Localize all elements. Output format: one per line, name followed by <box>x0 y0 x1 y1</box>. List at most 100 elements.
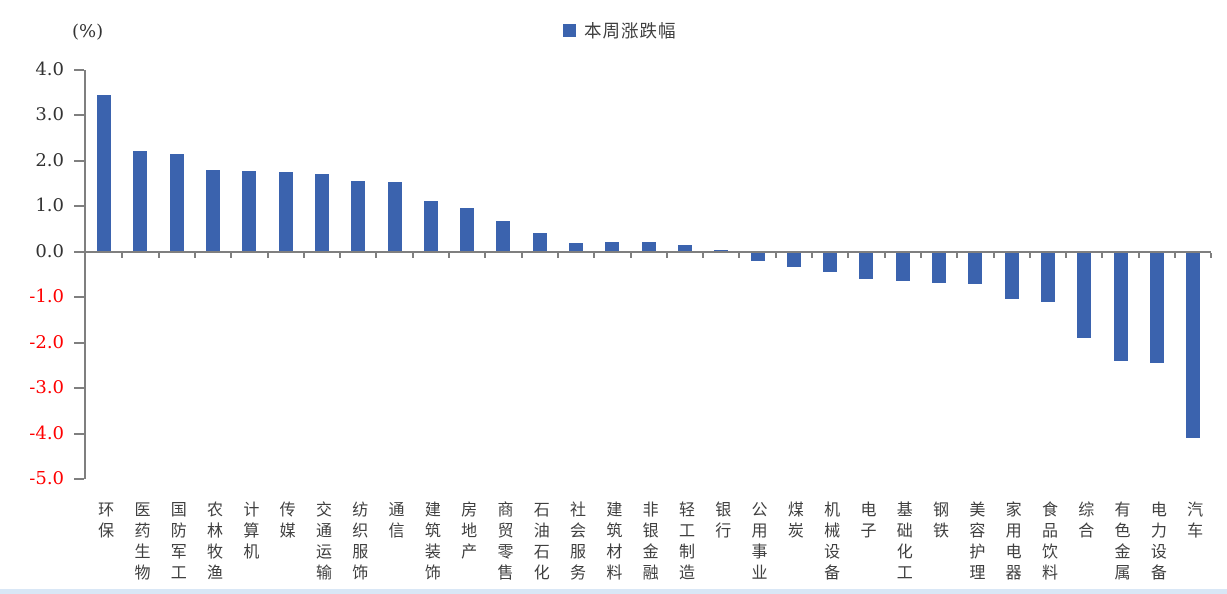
x-tick <box>411 252 414 258</box>
y-tick <box>74 478 84 480</box>
bar <box>1186 251 1201 439</box>
bar <box>968 251 983 285</box>
x-tick <box>193 252 196 258</box>
y-tick <box>74 250 84 253</box>
x-category-label: 有色金属 <box>1111 501 1131 585</box>
x-tick <box>992 252 995 258</box>
x-category-label: 轻工制造 <box>675 501 695 585</box>
bar <box>351 180 366 252</box>
x-category-label: 非银金融 <box>639 501 659 585</box>
legend-label: 本周涨跌幅 <box>584 22 677 42</box>
x-tick <box>629 252 632 258</box>
x-category-label: 综合 <box>1075 501 1095 543</box>
x-tick <box>702 252 705 258</box>
x-tick <box>339 252 342 258</box>
bar <box>97 94 112 252</box>
bar <box>460 208 475 252</box>
x-category-label: 商贸零售 <box>494 501 514 585</box>
bar <box>169 153 184 252</box>
bar <box>1113 251 1128 361</box>
x-category-label: 建筑装饰 <box>421 501 441 585</box>
x-category-label: 通信 <box>385 501 405 543</box>
bar <box>932 251 947 284</box>
y-tick <box>74 341 84 344</box>
x-tick <box>1174 252 1176 258</box>
x-tick <box>1065 252 1068 258</box>
bar <box>1004 251 1019 300</box>
y-tick-label: -4.0 <box>29 422 64 444</box>
x-category-label: 食品饮料 <box>1038 501 1058 585</box>
x-tick <box>1028 252 1031 258</box>
y-tick <box>74 68 84 71</box>
x-tick <box>121 252 124 258</box>
x-tick <box>484 252 487 258</box>
x-category-label: 基础化工 <box>893 501 913 585</box>
x-tick <box>811 252 813 258</box>
x-category-label: 农林牧渔 <box>204 501 224 585</box>
x-tick <box>302 252 305 258</box>
y-axis-unit-label: (%) <box>72 21 104 42</box>
x-category-label: 房地产 <box>458 501 478 564</box>
y-tick-label: -5.0 <box>29 468 64 489</box>
x-category-label: 国防军工 <box>167 501 187 585</box>
y-tick <box>74 432 84 435</box>
y-tick <box>74 159 84 162</box>
x-tick <box>919 252 922 258</box>
bar <box>387 182 402 252</box>
y-tick <box>74 387 84 389</box>
x-tick <box>738 252 741 258</box>
legend: 本周涨跌幅 <box>563 18 677 43</box>
bar <box>1077 251 1092 338</box>
bar <box>677 244 692 252</box>
bottom-strip <box>0 589 1227 594</box>
x-tick <box>375 252 378 258</box>
x-tick <box>1210 252 1213 258</box>
bar <box>641 242 656 252</box>
y-tick-label: 1.0 <box>35 195 64 216</box>
bar <box>423 200 438 252</box>
x-category-label: 计算机 <box>240 501 260 564</box>
x-tick <box>266 252 269 258</box>
x-category-label: 交通运输 <box>312 501 332 585</box>
x-category-label: 银行 <box>712 501 732 543</box>
x-tick <box>956 252 959 258</box>
x-tick <box>847 252 850 258</box>
bar <box>206 169 221 252</box>
x-tick <box>1137 252 1140 258</box>
bar <box>859 251 874 279</box>
bar <box>242 170 257 252</box>
x-category-label: 公用事业 <box>748 501 768 585</box>
x-tick <box>230 252 233 258</box>
bar <box>750 251 765 261</box>
bar <box>605 242 620 252</box>
x-category-label: 机械设备 <box>821 501 841 585</box>
x-category-label: 纺织服饰 <box>349 501 369 585</box>
x-category-label: 家用电器 <box>1002 501 1022 585</box>
y-tick-label: 3.0 <box>35 104 64 125</box>
x-category-label: 传媒 <box>276 501 296 543</box>
y-axis-line <box>84 69 86 479</box>
x-tick <box>1101 252 1104 258</box>
x-category-label: 建筑材料 <box>603 501 623 585</box>
bar <box>1149 251 1164 363</box>
y-tick-label: 0.0 <box>35 240 64 262</box>
bar <box>133 151 148 252</box>
bar <box>278 171 293 252</box>
y-tick-label: 4.0 <box>35 58 64 80</box>
y-tick <box>74 296 84 298</box>
bar <box>895 251 910 282</box>
y-tick-label: -2.0 <box>29 331 64 353</box>
x-category-label: 医药生物 <box>131 501 151 585</box>
x-tick <box>556 252 559 258</box>
y-tick-label: -3.0 <box>29 377 64 398</box>
x-tick <box>665 252 668 258</box>
x-tick <box>157 252 160 258</box>
bar <box>496 220 511 252</box>
bar <box>569 242 584 252</box>
bar <box>823 251 838 272</box>
legend-swatch <box>563 24 576 37</box>
bar <box>1040 251 1055 302</box>
x-category-label: 煤炭 <box>784 501 804 543</box>
y-tick-label: -1.0 <box>29 286 64 307</box>
bar <box>532 233 547 252</box>
